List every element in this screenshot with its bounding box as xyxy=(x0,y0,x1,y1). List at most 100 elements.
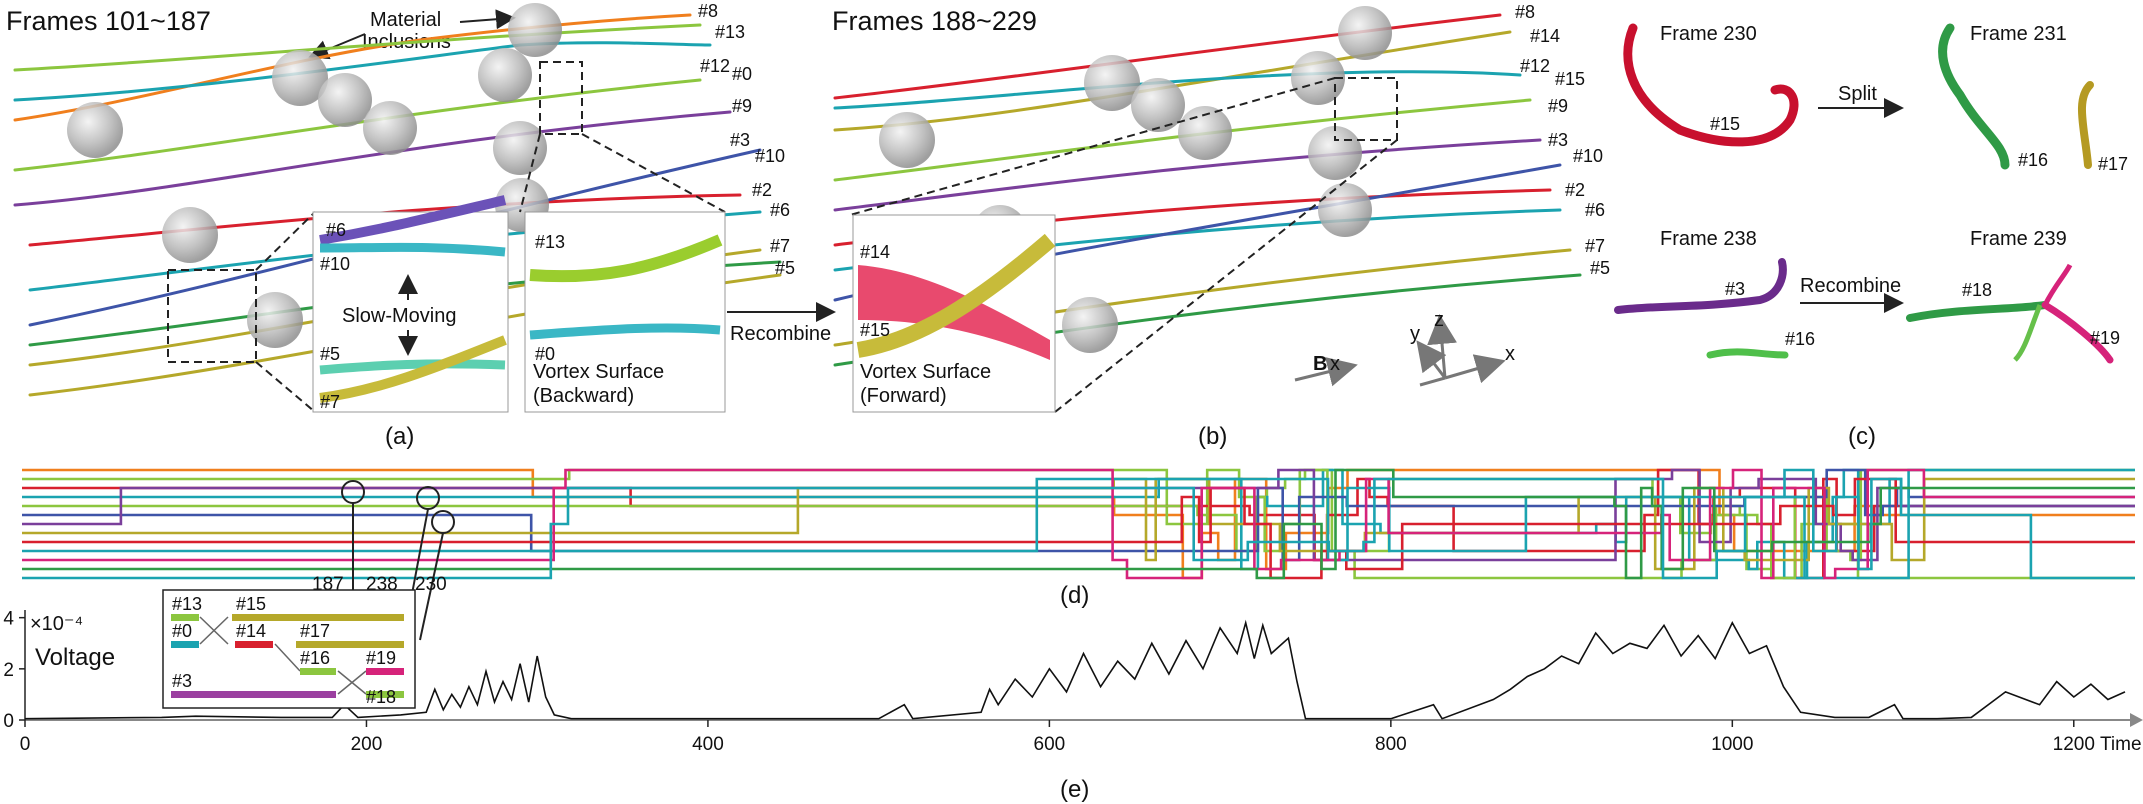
svg-text:#2: #2 xyxy=(752,180,772,200)
inset2-caption-1: Vortex Surface xyxy=(533,361,664,383)
panel-c: Frame 230 Frame 231 Frame 238 Frame 239 … xyxy=(1614,23,2128,450)
panel-d: 187 238 230 (d) xyxy=(22,468,2135,641)
inset1-label-5: #5 xyxy=(320,344,340,364)
recombination-legend: #13 #15 #0 #14 #17 #16 #19 #3 #18 xyxy=(162,589,416,709)
svg-text:#15: #15 xyxy=(1710,114,1740,134)
panel-e: 0 200 400 600 800 1000 1200 024 ×10⁻⁴ Voltage … xyxy=(3,589,2143,803)
y-tick-labels: 0 2 4 xyxy=(3,609,25,732)
inset-b-caption-1: Vortex Surface xyxy=(860,361,991,383)
svg-text:#5: #5 xyxy=(775,258,795,278)
y-tick-label: 4 xyxy=(3,609,14,630)
svg-text:x: x xyxy=(1330,353,1340,375)
panel-e-caption: (e) xyxy=(1060,776,1089,803)
zoom-box-b xyxy=(1334,77,1398,141)
svg-text:#10: #10 xyxy=(755,146,785,166)
svg-text:#9: #9 xyxy=(732,96,752,116)
track-line xyxy=(22,468,2135,580)
x-tick-label: 600 xyxy=(1034,734,1066,755)
panel-a-caption: (a) xyxy=(385,423,414,450)
svg-text:#13: #13 xyxy=(715,22,745,42)
x-label: Time xyxy=(2100,734,2142,755)
track-line xyxy=(22,468,2135,580)
panel-d-caption: (d) xyxy=(1060,582,1089,609)
track-line xyxy=(22,468,2135,580)
frame-mark-230: 230 xyxy=(415,574,447,595)
svg-text:#3: #3 xyxy=(1725,279,1745,299)
inset2-label-13: #13 xyxy=(535,232,565,252)
voltage-series-line xyxy=(24,619,2126,720)
svg-text:#15: #15 xyxy=(1555,69,1585,89)
inset2-caption-2: (Backward) xyxy=(533,385,634,407)
inset1-label-10: #10 xyxy=(320,254,350,274)
svg-text:#18: #18 xyxy=(366,687,396,707)
material-inclusions-a xyxy=(67,3,562,348)
svg-text:#19: #19 xyxy=(366,648,396,668)
x-tick-labels: 0 200 400 600 800 1000 1200 xyxy=(20,720,2095,755)
svg-text:#14: #14 xyxy=(236,621,266,641)
svg-text:#14: #14 xyxy=(1530,26,1560,46)
y-tick-label: 0 xyxy=(3,711,14,732)
slow-moving-label: Slow-Moving xyxy=(342,305,456,327)
svg-text:#16: #16 xyxy=(1785,329,1815,349)
x-tick-label: 800 xyxy=(1375,734,1407,755)
svg-text:#2: #2 xyxy=(1565,180,1585,200)
y-label: Voltage xyxy=(35,644,115,671)
panel-b: Frames 188~229 xyxy=(832,2,1610,450)
svg-text:z: z xyxy=(1434,309,1444,331)
inset-forward-surface: #14 #15 Vortex Surface (Forward) xyxy=(852,214,1056,413)
track-line xyxy=(22,468,2135,580)
frame-231-label: Frame 231 xyxy=(1970,23,2067,45)
split-label: Split xyxy=(1838,83,1877,105)
panel-a: Frames 101~187 Material Inclusions xyxy=(6,1,795,450)
panel-b-caption: (b) xyxy=(1198,423,1227,450)
x-tick-label: 1200 xyxy=(2053,734,2095,755)
x-tick-label: 200 xyxy=(351,734,383,755)
svg-text:y: y xyxy=(1410,323,1420,345)
y-exponent: ×10⁻⁴ xyxy=(30,613,83,635)
svg-text:#3: #3 xyxy=(1548,130,1568,150)
track-line xyxy=(22,468,2135,562)
inset-backward-surface: #13 #0 Vortex Surface (Backward) xyxy=(524,211,726,413)
svg-text:#8: #8 xyxy=(1515,2,1535,22)
svg-text:#9: #9 xyxy=(1548,96,1568,116)
inset-slow-moving: #6 #10 #5 #7 Slow-Moving xyxy=(312,195,509,413)
svg-text:#5: #5 xyxy=(1590,258,1610,278)
svg-text:#18: #18 xyxy=(1962,280,1992,300)
svg-text:#10: #10 xyxy=(1573,146,1603,166)
panel-a-line-labels: #8 #13 #12 #0 #9 #3 #10 #2 #6 #7 #5 xyxy=(698,1,795,278)
svg-text:#6: #6 xyxy=(770,200,790,220)
svg-text:#12: #12 xyxy=(700,56,730,76)
svg-text:#19: #19 xyxy=(2090,328,2120,348)
panel-a-title: Frames 101~187 xyxy=(6,6,211,36)
svg-text:#17: #17 xyxy=(300,621,330,641)
inset-b-label-15: #15 xyxy=(860,320,890,340)
panel-c-caption: (c) xyxy=(1848,423,1876,450)
zoom-box-a2 xyxy=(539,61,583,135)
material-arrow-left xyxy=(308,33,366,60)
svg-text:#17: #17 xyxy=(2098,154,2128,174)
frame-238-label: Frame 238 xyxy=(1660,228,1757,250)
svg-text:#7: #7 xyxy=(770,236,790,256)
svg-text:#7: #7 xyxy=(1585,236,1605,256)
x-tick-label: 1000 xyxy=(1711,734,1753,755)
track-lines xyxy=(22,468,2135,580)
panel-b-line-labels: #8 #14 #12 #15 #9 #3 #10 #2 #6 #7 #5 xyxy=(1515,2,1610,278)
inset1-label-7: #7 xyxy=(320,392,340,412)
svg-text:#6: #6 xyxy=(1585,200,1605,220)
svg-text:#8: #8 xyxy=(698,1,718,21)
svg-text:B: B xyxy=(1313,353,1327,375)
recombine-label-c: Recombine xyxy=(1800,275,1901,297)
zoom-box-a1 xyxy=(167,269,257,363)
material-arrow-right xyxy=(459,9,516,30)
inset2-label-0: #0 xyxy=(535,344,555,364)
x-tick-label: 0 xyxy=(20,734,31,755)
svg-text:#16: #16 xyxy=(2018,150,2048,170)
inset-b-caption-2: (Forward) xyxy=(860,385,947,407)
svg-text:#3: #3 xyxy=(172,671,192,691)
frame-239-label: Frame 239 xyxy=(1970,228,2067,250)
y-tick-label: 2 xyxy=(3,660,14,681)
inset-b-label-14: #14 xyxy=(860,242,890,262)
svg-text:#0: #0 xyxy=(732,64,752,84)
inset1-label-6: #6 xyxy=(326,220,346,240)
svg-text:#3: #3 xyxy=(730,130,750,150)
